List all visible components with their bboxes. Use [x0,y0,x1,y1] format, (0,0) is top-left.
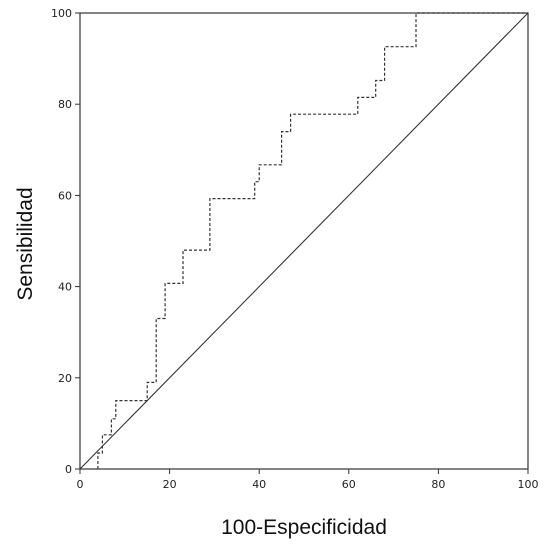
x-tick-label: 20 [163,478,177,491]
reference-diagonal-line [79,12,529,470]
x-tick-label: 40 [252,478,266,491]
y-tick-label: 100 [51,7,72,20]
x-tick-label: 60 [342,478,356,491]
roc-curve-line [97,12,528,469]
x-tick-label: 0 [77,478,84,491]
y-axis-ticks: 0 20 40 60 80 100 [51,7,80,476]
y-tick-label: 0 [65,463,72,476]
y-tick-label: 40 [58,281,72,294]
x-axis-ticks: 0 20 40 60 80 100 [77,469,539,491]
y-tick-label: 80 [58,98,72,111]
plot-frame [79,12,529,470]
y-axis-label: Sensibilidad [14,187,37,300]
x-axis-label: 100-Especificidad [221,516,387,539]
x-tick-label: 80 [431,478,445,491]
y-tick-label: 20 [58,372,72,385]
y-tick-label: 60 [58,189,72,202]
x-tick-label: 100 [518,478,539,491]
series-layer [79,12,529,470]
